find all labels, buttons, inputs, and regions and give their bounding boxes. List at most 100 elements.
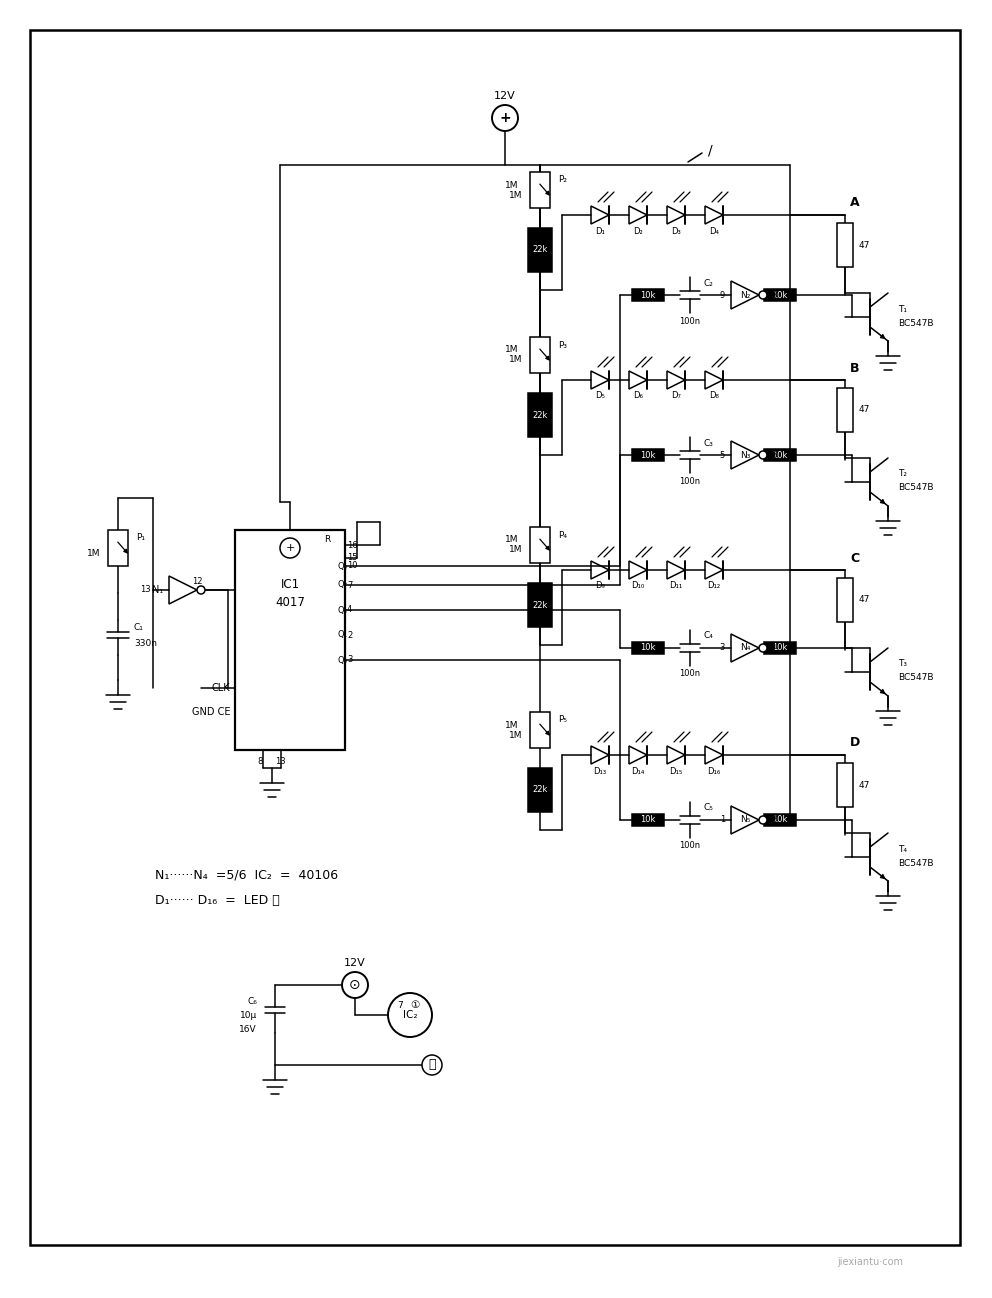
Circle shape [492, 105, 518, 131]
Text: 2: 2 [771, 815, 777, 824]
Circle shape [422, 1055, 442, 1075]
Text: /: / [707, 144, 712, 158]
Text: 10k: 10k [773, 450, 788, 459]
Text: CLK: CLK [211, 683, 230, 693]
Text: ⊙: ⊙ [349, 977, 361, 992]
Text: Q₁: Q₁ [337, 631, 347, 640]
Text: 16: 16 [347, 540, 358, 549]
Bar [632, 643, 664, 654]
Text: D₁₀: D₁₀ [631, 582, 645, 591]
Text: 10k: 10k [640, 291, 656, 300]
Text: 15: 15 [347, 553, 357, 562]
Bar [764, 814, 796, 826]
Text: 47: 47 [859, 780, 870, 789]
Bar [632, 289, 664, 301]
Text: N₄: N₄ [740, 644, 750, 653]
Circle shape [342, 972, 368, 998]
Text: Q₀: Q₀ [337, 655, 347, 665]
Circle shape [759, 644, 767, 652]
Text: N₅: N₅ [740, 815, 750, 824]
Bar [530, 713, 550, 748]
Text: 4: 4 [771, 644, 777, 653]
Text: D₃: D₃ [672, 226, 681, 235]
Bar [632, 449, 664, 461]
Text: 1M: 1M [86, 549, 100, 558]
Text: IC₂: IC₂ [403, 1010, 418, 1020]
Text: 7: 7 [397, 1001, 403, 1010]
Text: N₁······N₄  =5/6  IC₂  =  40106: N₁······N₄ =5/6 IC₂ = 40106 [155, 868, 338, 881]
Text: 12V: 12V [494, 91, 516, 101]
Text: IC1: IC1 [281, 579, 300, 592]
Bar [530, 337, 550, 373]
Text: 9: 9 [720, 291, 725, 300]
Bar [530, 173, 550, 208]
Bar [764, 289, 796, 301]
Text: 100n: 100n [680, 476, 700, 485]
Text: 1M: 1M [505, 720, 518, 729]
Bar [528, 768, 552, 813]
Text: 10k: 10k [640, 450, 656, 459]
Bar [764, 643, 796, 654]
Circle shape [759, 291, 767, 299]
Text: T₄: T₄ [898, 845, 907, 854]
Text: T₁: T₁ [898, 305, 907, 314]
Text: P₅: P₅ [558, 715, 567, 724]
Text: BC547B: BC547B [898, 858, 933, 867]
Text: D₁······ D₁₆  =  LED 黄: D₁······ D₁₆ = LED 黄 [155, 893, 280, 906]
Text: P₂: P₂ [558, 175, 567, 184]
Text: +: + [499, 112, 511, 125]
Circle shape [759, 450, 767, 459]
Text: 8: 8 [771, 291, 777, 300]
Text: 100n: 100n [680, 841, 700, 850]
Bar [528, 393, 552, 437]
Text: P₁: P₁ [136, 533, 145, 543]
Text: BC547B: BC547B [898, 318, 933, 327]
Bar [837, 763, 853, 807]
Text: N₁: N₁ [153, 585, 164, 594]
Text: D₁₂: D₁₂ [707, 582, 720, 591]
Text: D: D [850, 736, 860, 749]
Text: Q₃: Q₃ [337, 605, 347, 614]
Text: 1M: 1M [509, 356, 522, 365]
Text: P₃: P₃ [558, 340, 567, 349]
Text: 2: 2 [347, 631, 352, 640]
Text: 10k: 10k [640, 644, 656, 653]
Text: D₇: D₇ [671, 392, 681, 401]
Text: Q₄: Q₄ [337, 562, 347, 571]
Text: 22k: 22k [533, 785, 548, 794]
Text: 47: 47 [859, 405, 870, 414]
Text: 5: 5 [720, 450, 725, 459]
Text: ①: ① [411, 999, 420, 1010]
Text: D₁₅: D₁₅ [670, 767, 682, 775]
Text: D₅: D₅ [595, 392, 605, 401]
Text: P₄: P₄ [558, 531, 567, 540]
Text: D₉: D₉ [595, 582, 605, 591]
Text: 47: 47 [859, 596, 870, 605]
Text: 10k: 10k [773, 291, 788, 300]
Text: 6: 6 [771, 450, 777, 459]
Text: 1M: 1M [505, 180, 518, 190]
Text: 10k: 10k [640, 815, 656, 824]
Text: C₆: C₆ [247, 997, 257, 1006]
Text: D₈: D₈ [709, 392, 719, 401]
Bar [235, 530, 345, 750]
Text: A: A [850, 196, 860, 209]
Text: 13: 13 [141, 585, 151, 594]
Text: T₂: T₂ [898, 470, 907, 479]
Text: BC547B: BC547B [898, 483, 933, 492]
Text: 10: 10 [347, 562, 357, 571]
Text: 10μ: 10μ [240, 1011, 257, 1019]
Circle shape [280, 537, 300, 558]
Text: 1M: 1M [505, 536, 518, 544]
Bar [764, 449, 796, 461]
Circle shape [759, 816, 767, 824]
Text: R: R [323, 536, 330, 544]
Text: 22k: 22k [533, 410, 548, 419]
Bar [530, 527, 550, 563]
Text: D₆: D₆ [633, 392, 643, 401]
Text: C₅: C₅ [704, 803, 714, 813]
Text: 1M: 1M [505, 345, 518, 354]
Text: 4: 4 [347, 605, 352, 614]
Text: 12: 12 [191, 578, 202, 587]
Bar [632, 814, 664, 826]
